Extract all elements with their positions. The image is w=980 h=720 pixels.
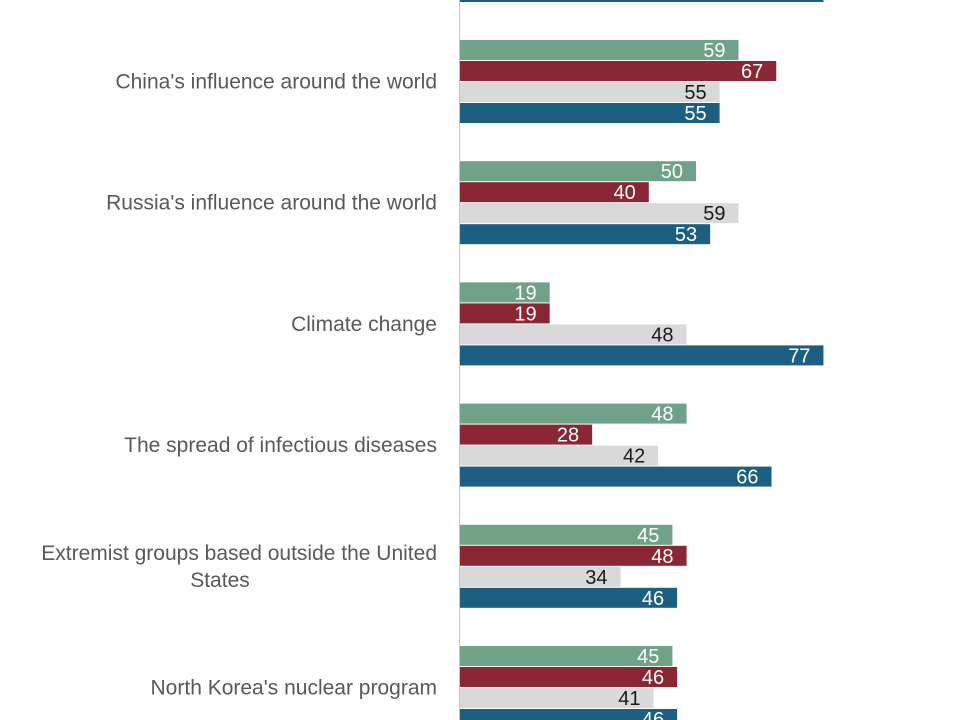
bar — [460, 82, 720, 102]
bar-value-label: 66 — [736, 467, 758, 489]
bar-partial-top — [460, 0, 824, 2]
bar — [460, 203, 739, 224]
bar-group: The spread of infectious diseases 48 28 42 6… — [124, 403, 772, 489]
bar-value-label: 59 — [703, 203, 725, 225]
category-label: States — [190, 569, 250, 592]
bar-value-label: 53 — [675, 224, 697, 246]
bar-value-label: 19 — [514, 303, 536, 325]
bar — [460, 566, 621, 587]
bar — [460, 403, 687, 424]
category-label: Climate change — [291, 313, 437, 336]
bar-value-label: 55 — [684, 82, 706, 104]
bar-value-label: 40 — [614, 182, 636, 204]
bar-value-label: 48 — [651, 546, 673, 568]
bar — [460, 688, 654, 708]
bar — [460, 545, 687, 566]
bar-value-label: 28 — [557, 425, 579, 447]
bar-value-label: 45 — [637, 646, 659, 668]
bar — [460, 40, 739, 60]
bar — [460, 103, 720, 123]
bar — [460, 161, 696, 182]
bar-value-label: 67 — [741, 61, 763, 83]
bar-value-label: 42 — [623, 446, 645, 468]
bar — [460, 524, 673, 545]
bar-value-label: 34 — [585, 567, 607, 589]
bar — [460, 445, 659, 466]
bar-value-label: 55 — [684, 103, 706, 125]
bar — [460, 224, 711, 245]
bar-value-label: 45 — [637, 525, 659, 547]
category-label: China's influence around the world — [115, 71, 437, 94]
bar-value-label: 19 — [514, 282, 536, 304]
bar — [460, 709, 678, 720]
bar-group: Russia's influence around the world 50 40 5… — [106, 161, 739, 246]
bar-group: China's influence around the world 59 67 55… — [115, 40, 777, 125]
bar-value-label: 46 — [642, 709, 664, 720]
bar-value-label: 46 — [642, 667, 664, 689]
bar — [460, 587, 678, 608]
category-label: The spread of infectious diseases — [124, 434, 437, 457]
bar — [460, 182, 649, 203]
bar — [460, 667, 678, 687]
bar-groups: China's influence around the world 59 67 55… — [41, 40, 824, 720]
bar — [460, 324, 687, 345]
category-label: North Korea's nuclear program — [151, 677, 437, 700]
bar — [460, 646, 673, 666]
bar — [460, 424, 593, 445]
bar-value-label: 48 — [651, 324, 673, 346]
bar-value-label: 59 — [703, 40, 725, 62]
bar-value-label: 48 — [651, 404, 673, 426]
bar — [460, 345, 824, 366]
category-label: Extremist groups based outside the Unite… — [41, 542, 437, 565]
bar-value-label: 46 — [642, 588, 664, 610]
bar-value-label: 41 — [618, 688, 640, 710]
bar — [460, 61, 777, 81]
bar — [460, 282, 550, 303]
bar — [460, 303, 550, 324]
bar-value-label: 50 — [661, 161, 683, 183]
bar-group: Extremist groups based outside the Unite… — [41, 524, 687, 610]
bar — [460, 466, 772, 487]
category-label: Russia's influence around the world — [106, 192, 437, 215]
bar-value-label: 77 — [788, 345, 810, 367]
